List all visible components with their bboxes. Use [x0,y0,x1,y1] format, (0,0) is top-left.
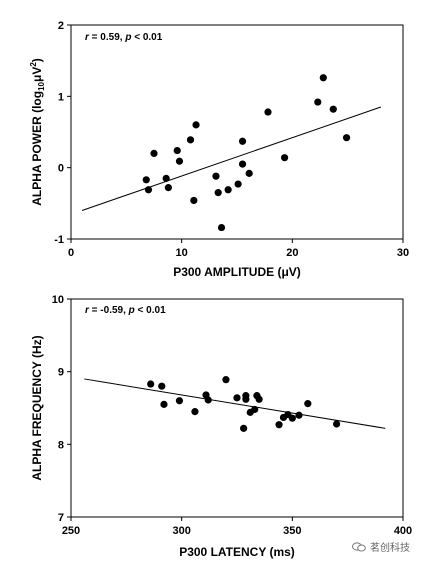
data-point [255,395,263,403]
data-point [242,395,250,403]
stat-r-symbol: r [85,305,90,316]
fit-line-group [81,106,382,211]
data-point [212,172,220,180]
x-tick-label: 10 [176,247,188,259]
data-point [142,176,150,184]
stat-p-symbol: p [128,305,135,316]
data-point [342,134,351,142]
data-point [251,405,259,414]
chart-alpha-power-vs-p300-amplitude: 0 10 20 30 -1 0 1 2 r = 0.59, p < 0.01 P300 AMP… [29,20,409,279]
data-point [304,400,312,408]
stat-r-value: = 0.59, [89,32,125,43]
y-tick-label: 1 [58,91,64,103]
data-point [150,149,158,157]
y-tick-label: -1 [54,234,64,246]
y-axis-title: ALPHA FREQUENCY (Hz) [30,335,44,480]
data-point [275,421,283,429]
data-point [234,180,242,188]
tick-group: 250 300 350 400 7 8 9 10 [52,294,412,537]
y-tick-label: 7 [58,512,64,524]
data-point [288,414,296,422]
x-axis-title: P300 LATENCY (ms) [179,545,295,559]
stat-p-value: < 0.01 [135,305,166,316]
data-point [191,408,199,416]
stat-r-symbol: r [85,32,90,43]
data-point [238,160,247,168]
data-point [175,397,184,405]
y-axis-title-superscript: 2 [29,62,38,67]
data-point [158,382,166,390]
tick-group: 0 10 20 30 -1 0 1 2 [54,20,409,259]
data-point [222,376,230,384]
data-point [192,121,200,129]
x-tick-label: 20 [286,247,298,259]
chart-alpha-frequency-vs-p300-latency: 250 300 350 400 7 8 9 10 r = -0.59, p < 0.01 P3… [30,294,412,559]
y-tick-label: 2 [58,20,64,32]
data-point [204,396,212,404]
correlation-stat: r = -0.59, p < 0.01 [85,305,166,316]
y-axis-title-unit: μV [30,67,44,82]
x-tick-label: 300 [172,525,190,537]
data-point [240,424,248,432]
watermark: 茗创科技 [352,539,410,554]
data-point [190,196,198,205]
data-point [245,169,253,177]
plot-frame [70,24,404,240]
y-axis-title-end: ) [30,58,44,62]
x-axis-title: P300 AMPLITUDE (μV) [173,265,301,279]
data-point [173,146,181,155]
fit-line-group [84,378,386,429]
x-tick-label: 0 [68,247,74,259]
y-axis-title: ALPHA POWER (log10μV2) [29,58,46,206]
data-point [238,137,247,145]
data-point [233,394,241,402]
points-group [142,74,351,232]
data-point [333,420,341,428]
watermark-text: 茗创科技 [370,543,410,554]
data-point [144,186,153,194]
plot-frame [70,298,404,518]
stat-p-value: < 0.01 [131,32,162,43]
x-tick-label: 400 [394,525,412,537]
data-point [314,98,322,106]
data-point [280,154,289,162]
data-point [217,223,226,232]
stat-r-value: = -0.59, [89,305,129,316]
stat-p-symbol: p [124,32,131,43]
data-point [162,174,170,182]
data-point [164,184,172,192]
wechat-icon [352,541,366,551]
y-tick-label: 0 [58,163,64,175]
data-point [175,157,184,165]
data-point [319,74,327,82]
y-tick-label: 10 [52,294,64,306]
regression-line [81,106,382,211]
y-axis-title-subscript: 10 [37,81,46,90]
data-point [160,400,168,408]
y-axis-title-main: ALPHA POWER (log [30,91,44,206]
regression-line [84,378,386,429]
data-point [147,380,155,388]
x-tick-label: 30 [397,247,409,259]
points-group [147,376,341,432]
data-point [295,411,303,419]
x-tick-label: 250 [62,525,80,537]
x-tick-label: 350 [283,525,301,537]
y-tick-label: 8 [58,439,64,451]
correlation-stat: r = 0.59, p < 0.01 [85,32,163,43]
y-tick-label: 9 [58,367,64,379]
data-point [264,108,272,116]
data-point [186,136,195,144]
data-point [329,105,337,113]
data-point [224,186,232,194]
data-point [214,189,222,197]
